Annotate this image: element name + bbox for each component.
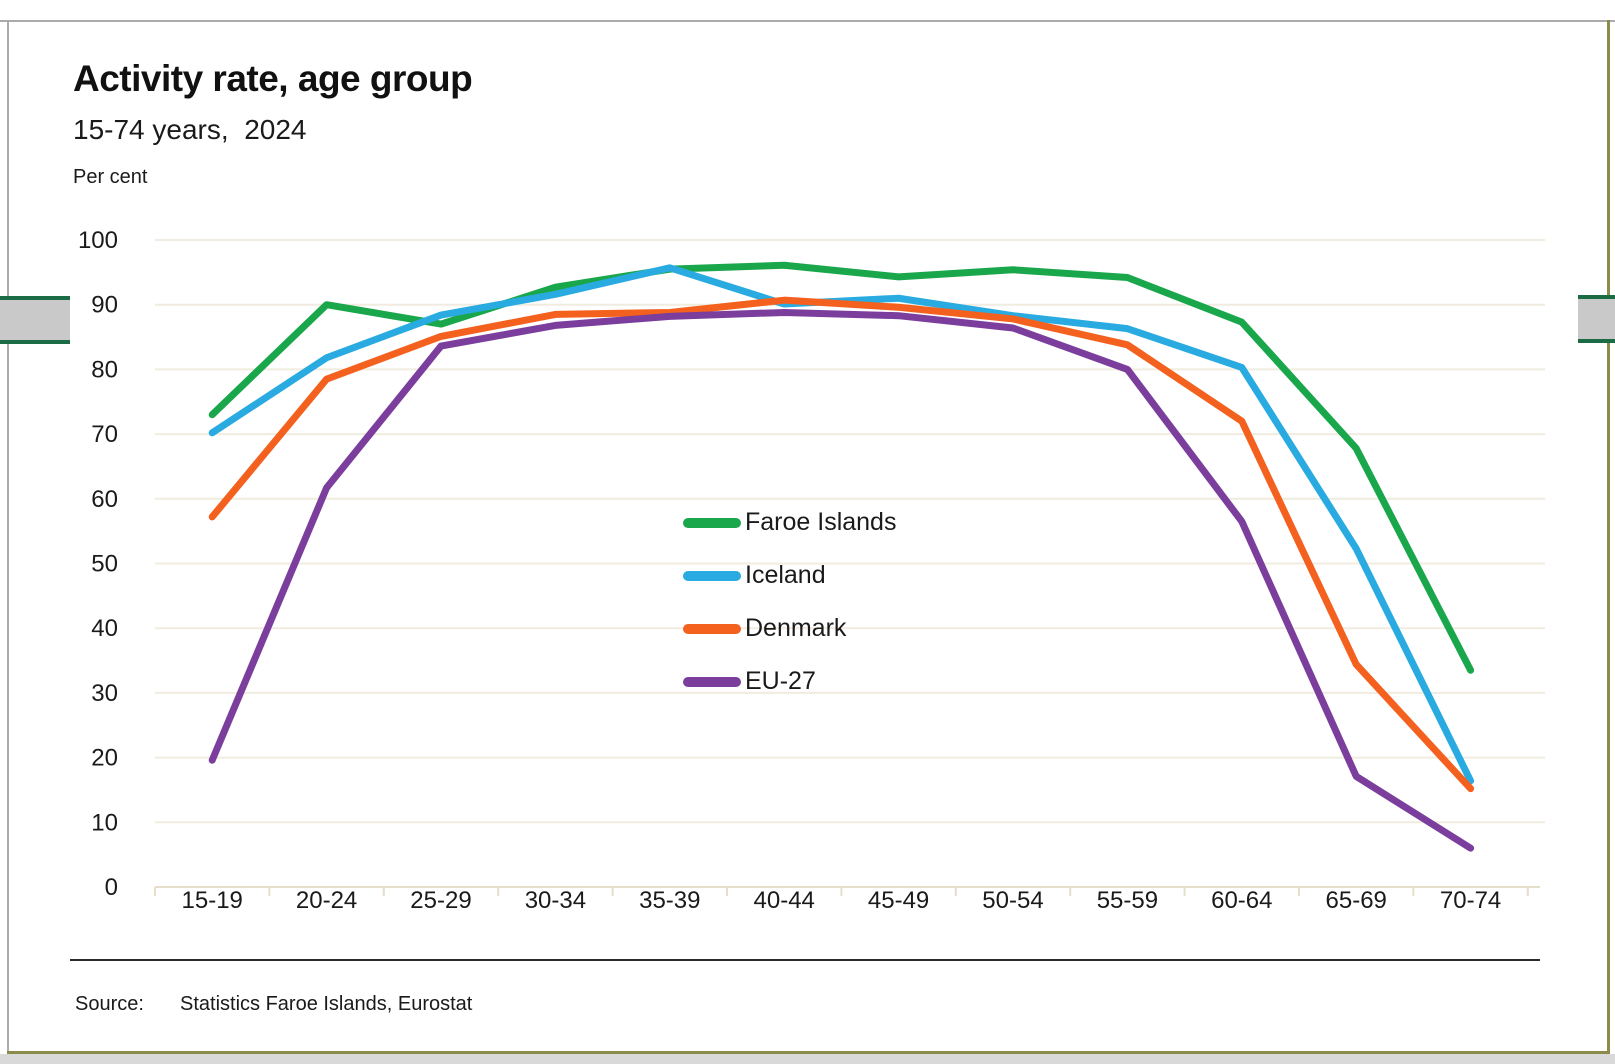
legend-swatch-faroe-islands <box>683 517 741 528</box>
legend-item-eu-27: EU-27 <box>683 655 896 708</box>
y-tick-label: 0 <box>105 874 118 901</box>
x-tick-label: 50-54 <box>982 887 1043 914</box>
series-line-eu-27 <box>208 308 1475 852</box>
legend-label: Faroe Islands <box>745 508 897 536</box>
top-border-line <box>0 20 1615 22</box>
x-tick-label: 45-49 <box>868 887 929 914</box>
source-text: Statistics Faroe Islands, Eurostat <box>180 993 473 1015</box>
axis-unit-label: Per cent <box>73 166 148 188</box>
y-tick-label: 60 <box>91 486 118 513</box>
x-tick-label: 15-19 <box>182 887 243 914</box>
legend-swatch-eu-27 <box>683 676 741 687</box>
divider-rule <box>70 959 1540 961</box>
y-tick-label: 40 <box>91 615 118 642</box>
y-tick-label: 100 <box>78 227 118 254</box>
legend: Faroe Islands Iceland Denmark EU-27 <box>683 496 896 708</box>
legend-item-faroe-islands: Faroe Islands <box>683 496 896 549</box>
x-tick-label: 70-74 <box>1440 887 1501 914</box>
source-label: Source: <box>75 993 144 1015</box>
row-handle-left <box>0 296 70 344</box>
bottom-edge-strip <box>0 1054 1615 1064</box>
legend-item-iceland: Iceland <box>683 549 896 602</box>
chart-title: Activity rate, age group <box>73 58 473 99</box>
y-tick-label: 80 <box>91 356 118 383</box>
y-tick-label: 20 <box>91 745 118 772</box>
x-tick-label: 55-59 <box>1097 887 1158 914</box>
y-tick-label: 50 <box>91 551 118 578</box>
legend-item-denmark: Denmark <box>683 602 896 655</box>
x-tick-label: 35-39 <box>639 887 700 914</box>
x-tick-label: 40-44 <box>754 887 815 914</box>
x-tick-label: 30-34 <box>525 887 586 914</box>
right-border-line <box>1607 20 1610 1054</box>
legend-swatch-iceland <box>683 570 741 581</box>
series-line-denmark <box>208 296 1475 793</box>
legend-label: Denmark <box>745 614 847 642</box>
x-tick-label: 25-29 <box>410 887 471 914</box>
x-tick-label: 65-69 <box>1326 887 1387 914</box>
y-tick-label: 70 <box>91 421 118 448</box>
legend-label: Iceland <box>745 561 826 589</box>
row-handle-right <box>1578 295 1615 343</box>
legend-swatch-denmark <box>683 623 741 634</box>
chart-subtitle: 15-74 years, 2024 <box>73 114 307 145</box>
x-tick-label: 60-64 <box>1211 887 1272 914</box>
y-tick-label: 90 <box>91 292 118 319</box>
left-border-line <box>7 20 9 1054</box>
y-tick-label: 30 <box>91 680 118 707</box>
y-tick-label: 10 <box>91 809 118 836</box>
bottom-border-line <box>7 1051 1610 1054</box>
legend-label: EU-27 <box>745 667 816 695</box>
x-tick-label: 20-24 <box>296 887 357 914</box>
